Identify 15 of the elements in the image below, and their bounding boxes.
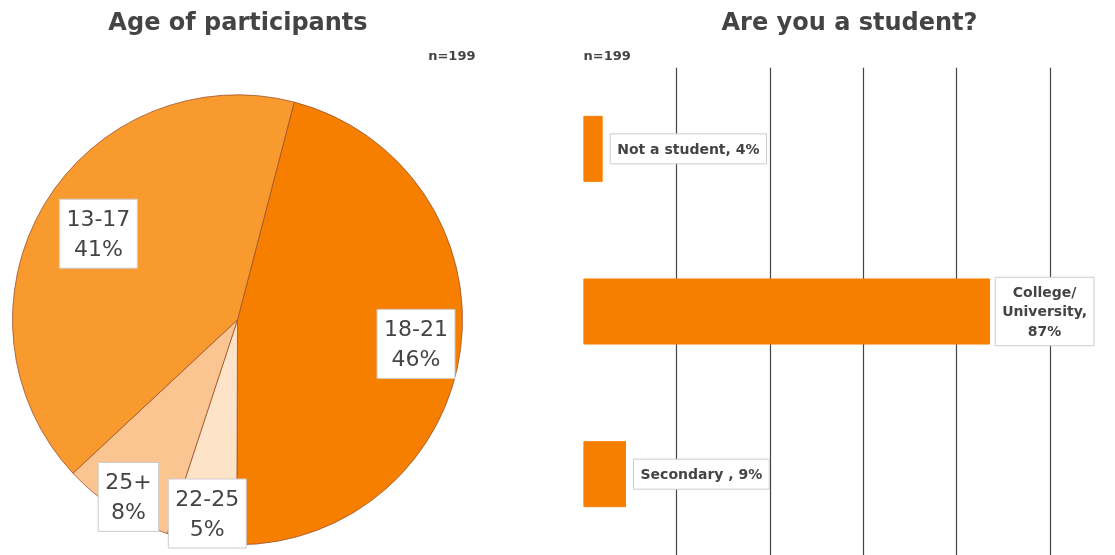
- data-label: Not a student, 4%: [617, 140, 760, 157]
- slice-label: 22-25: [175, 486, 240, 512]
- chart-subtitle: n=199: [583, 47, 631, 63]
- chart-title: Are you a student?: [721, 7, 978, 36]
- chart-title: Age of participants: [108, 7, 368, 36]
- slice-label: 18-21: [384, 316, 448, 342]
- data-label: 46%: [391, 346, 441, 372]
- data-label: 8%: [110, 499, 146, 525]
- data-label: Secondary , 9%: [640, 466, 763, 483]
- slice-label: 25+: [105, 469, 152, 495]
- data-label: 5%: [189, 516, 225, 542]
- data-label: College/ University, 87%: [1002, 284, 1088, 339]
- data-label: 41%: [73, 236, 123, 262]
- chart-subtitle: n=199: [428, 47, 476, 63]
- slice-label: 13-17: [66, 206, 131, 232]
